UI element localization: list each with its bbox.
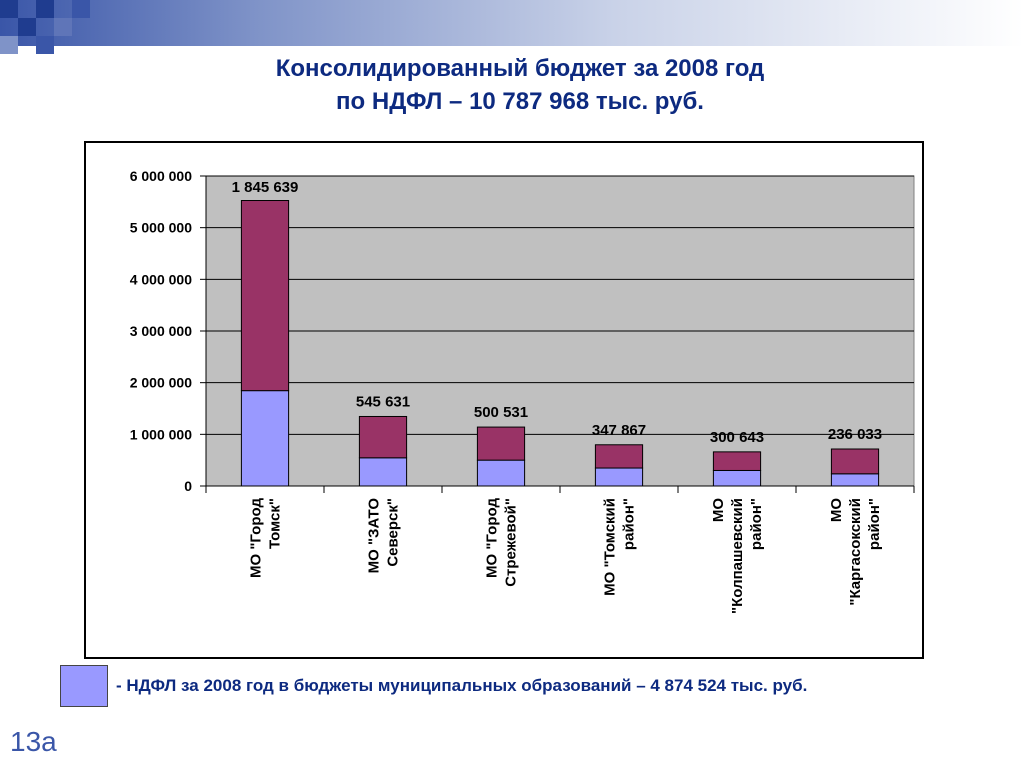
category-label-line: "Колпашевский xyxy=(729,498,746,614)
category-label: МО "Город Стрежевой" xyxy=(484,498,520,587)
category-label-line: район" xyxy=(621,498,638,550)
category-label: МО "Город Томск" xyxy=(248,498,284,578)
data-label: 347 867 xyxy=(592,422,646,439)
category-label-line: Стрежевой" xyxy=(503,498,520,587)
category-label-line: МО "ЗАТО xyxy=(366,498,383,574)
category-label-line: МО xyxy=(710,498,727,522)
category-label: МО "ЗАТО Северск" xyxy=(366,498,402,574)
bar-upper-segment xyxy=(476,426,526,461)
bar-upper-segment xyxy=(830,448,880,475)
category-label-line: МО xyxy=(828,498,845,522)
y-tick-label: 2 000 000 xyxy=(130,375,192,391)
data-label: 545 631 xyxy=(356,393,410,410)
data-label: 236 033 xyxy=(828,426,882,443)
y-tick-label: 1 000 000 xyxy=(130,426,192,442)
bar-upper-segment xyxy=(240,200,290,392)
slide-number: 13а xyxy=(10,726,57,757)
bar-upper-segment xyxy=(594,444,644,469)
category-label: МО "Каргасокский район" xyxy=(828,498,883,606)
data-label: 1 845 639 xyxy=(232,179,299,196)
y-tick-label: 6 000 000 xyxy=(130,168,192,184)
category-label-line: МО "Город xyxy=(484,498,501,578)
legend-swatch-lower-series xyxy=(60,665,108,707)
y-tick-label: 3 000 000 xyxy=(130,323,192,339)
category-label-line: МО "Город xyxy=(248,498,265,578)
bar-lower-segment xyxy=(594,467,644,487)
chart-frame: 0 1 000 000 2 000 000 3 000 000 4 000 000 5 0… xyxy=(84,141,924,659)
bar-lower-segment xyxy=(240,390,290,487)
category-label: МО "Колпашевский район" xyxy=(710,498,765,614)
bar-upper-segment xyxy=(712,451,762,471)
bar-lower-segment xyxy=(830,473,880,487)
bar-lower-segment xyxy=(476,459,526,487)
y-tick-label: 5 000 000 xyxy=(130,220,192,236)
category-label-line: район" xyxy=(748,498,765,550)
data-label: 300 643 xyxy=(710,429,764,446)
data-label: 500 531 xyxy=(474,404,528,421)
stacked-bar-chart: 0 1 000 000 2 000 000 3 000 000 4 000 000 5 0… xyxy=(130,168,915,614)
bar-lower-segment xyxy=(712,469,762,487)
legend-text: - НДФЛ за 2008 год в бюджеты муниципальн… xyxy=(116,676,808,695)
slide-title: Консолидированный бюджет за 2008 год по … xyxy=(0,52,1024,118)
category-label-line: МО "Томский xyxy=(602,498,619,596)
y-tick-label: 0 xyxy=(184,478,192,494)
title-line-2: по НДФЛ – 10 787 968 тыс. руб. xyxy=(336,88,704,115)
category-label-line: Северск" xyxy=(385,498,402,567)
y-tick-label: 4 000 000 xyxy=(130,271,192,287)
checker-decoration xyxy=(0,0,90,54)
category-label-line: "Каргасокский xyxy=(847,498,864,606)
category-label: МО "Томский район" xyxy=(602,498,638,596)
category-label-line: район" xyxy=(866,498,883,550)
bar-lower-segment xyxy=(358,457,408,487)
title-line-1: Консолидированный бюджет за 2008 год xyxy=(275,55,765,82)
category-label-line: Томск" xyxy=(267,498,284,549)
bar-upper-segment xyxy=(358,415,408,459)
header-band xyxy=(0,0,1024,46)
